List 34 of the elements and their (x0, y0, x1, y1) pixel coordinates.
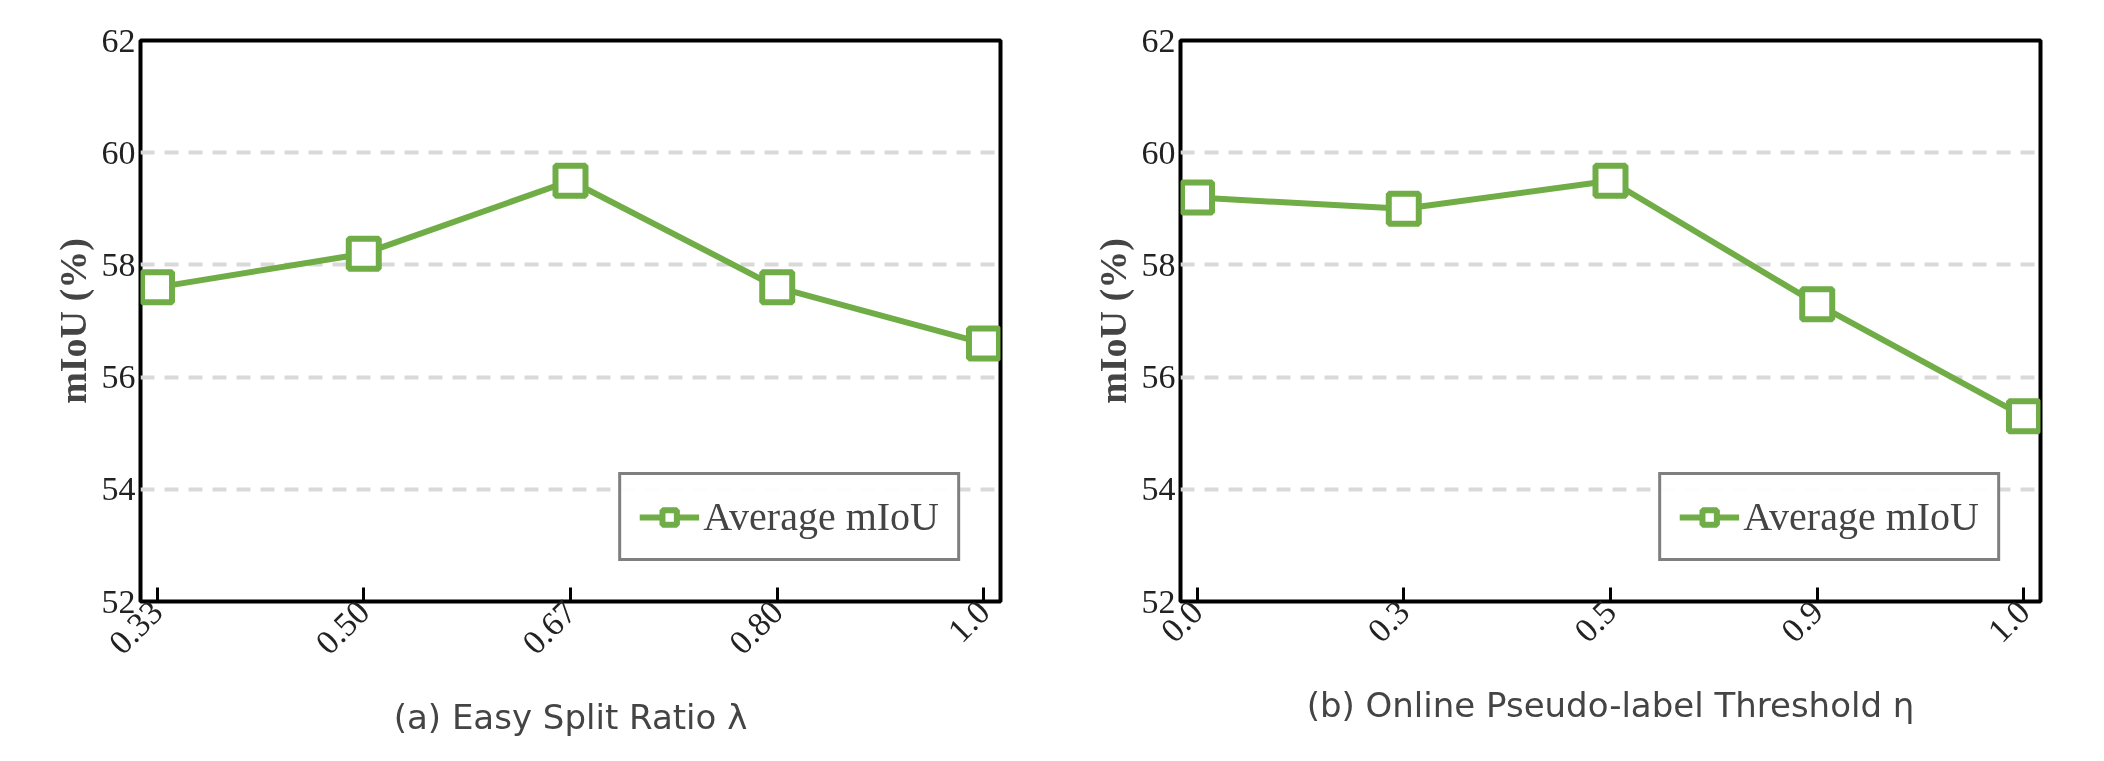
x-tick-label: 0.67 (514, 593, 584, 662)
x-tick-label: 1.0 (1980, 593, 2037, 650)
y-tick-label: 56 (101, 358, 136, 396)
y-axis-title: mIoU (%) (51, 238, 95, 404)
y-tick-label: 58 (101, 245, 136, 283)
y-tick-label: 62 (101, 21, 136, 59)
x-tick-label: 0.9 (1773, 593, 1830, 650)
x-tick-label: 0.3 (1360, 593, 1417, 650)
y-tick-label: 54 (1141, 470, 1176, 508)
x-tick-label: 0.5 (1567, 593, 1624, 650)
y-tick-label: 60 (101, 133, 136, 171)
point (1799, 286, 1836, 323)
x-tick-label: 0.50 (308, 593, 377, 662)
y-tick-label: 56 (1141, 358, 1176, 396)
point (1385, 190, 1422, 227)
point (1180, 179, 1216, 216)
point (965, 325, 1001, 362)
point (759, 269, 796, 306)
x-axis-title: (b) Online Pseudo-label Threshold η (1306, 685, 1915, 726)
point (345, 235, 382, 272)
y-tick-label: 62 (1141, 21, 1176, 59)
y-tick-label: 54 (101, 470, 136, 508)
x-axis-title: (a) Easy Split Ratio λ (393, 697, 748, 738)
y-tick-label: 58 (1141, 245, 1176, 283)
point (1592, 162, 1629, 199)
y-axis-title: mIoU (%) (1091, 238, 1135, 404)
legend-label: Average mIoU (1743, 493, 1979, 540)
y-tick-label: 60 (1141, 133, 1176, 171)
x-tick-label: 0.80 (721, 593, 790, 662)
point (552, 162, 589, 199)
legend-label: Average mIoU (703, 493, 939, 540)
point (2005, 398, 2041, 435)
point (140, 269, 176, 306)
x-tick-label: 1.0 (940, 593, 997, 650)
